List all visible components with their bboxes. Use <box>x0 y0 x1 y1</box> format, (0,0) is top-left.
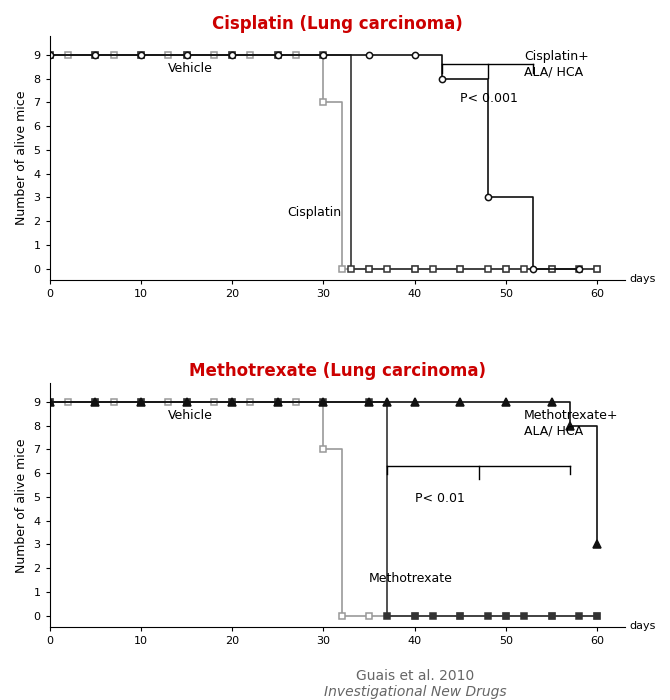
Text: days: days <box>629 622 655 631</box>
Y-axis label: Number of alive mice: Number of alive mice <box>15 91 28 225</box>
Text: days: days <box>629 274 655 284</box>
Text: Guais et al. 2010: Guais et al. 2010 <box>356 668 474 682</box>
Text: Vehicle: Vehicle <box>168 62 213 74</box>
Text: P< 0.001: P< 0.001 <box>460 92 518 106</box>
Text: Methotrexate+
ALA/ HCA: Methotrexate+ ALA/ HCA <box>524 409 618 437</box>
Text: Cisplatin+
ALA/ HCA: Cisplatin+ ALA/ HCA <box>524 50 589 78</box>
Text: Methotrexate: Methotrexate <box>369 573 453 585</box>
Text: Cisplatin: Cisplatin <box>287 206 341 219</box>
Text: P< 0.01: P< 0.01 <box>415 491 464 505</box>
Title: Cisplatin (Lung carcinoma): Cisplatin (Lung carcinoma) <box>212 15 462 33</box>
Y-axis label: Number of alive mice: Number of alive mice <box>15 438 28 573</box>
Title: Methotrexate (Lung carcinoma): Methotrexate (Lung carcinoma) <box>189 362 486 380</box>
Text: Vehicle: Vehicle <box>168 409 213 421</box>
Text: Investigational New Drugs: Investigational New Drugs <box>324 685 507 699</box>
